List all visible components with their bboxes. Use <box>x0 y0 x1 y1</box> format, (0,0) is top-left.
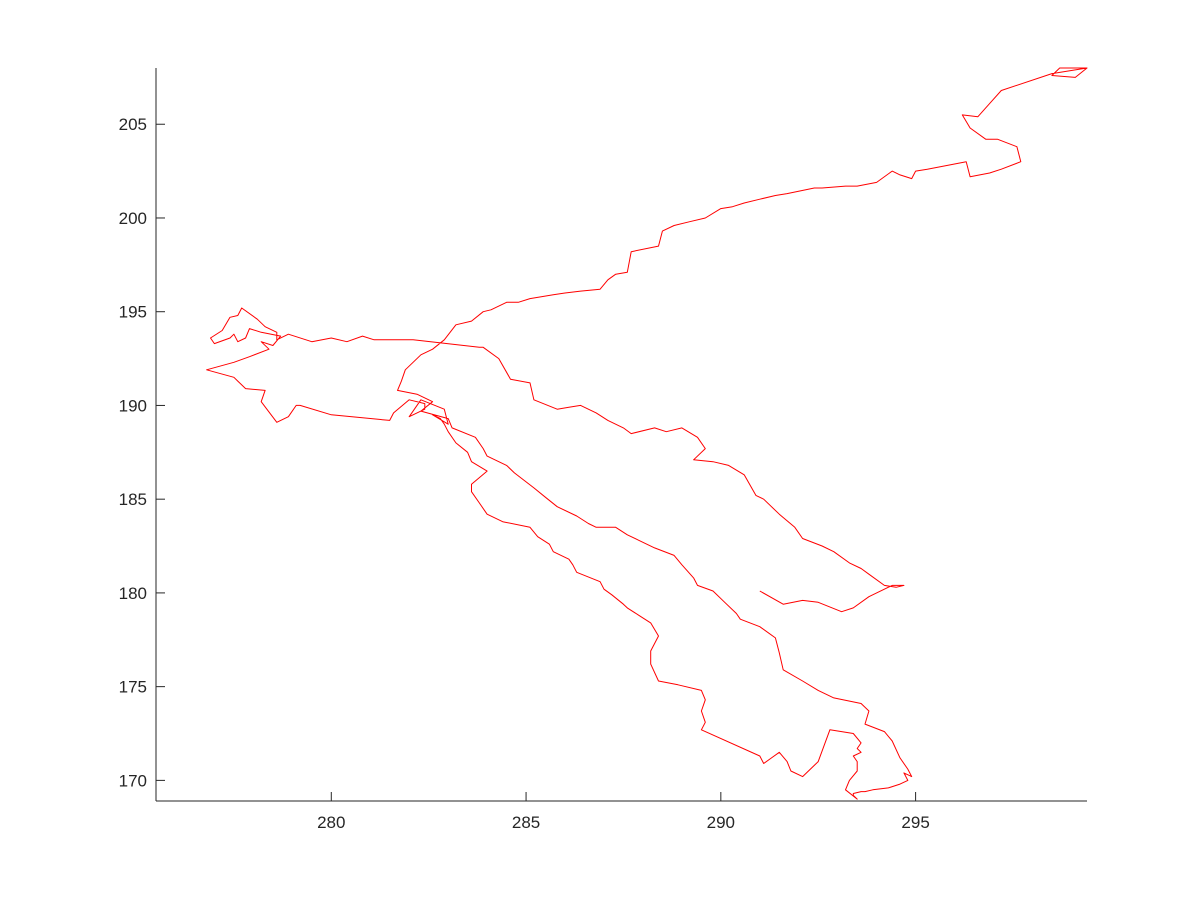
y-tick-label: 190 <box>119 396 147 415</box>
y-tick-label: 170 <box>119 771 147 790</box>
y-tick-label: 205 <box>119 115 147 134</box>
y-tick-label: 180 <box>119 584 147 603</box>
axes: 280 285 290 295 170 175 180 185 190 195 200 205 <box>119 68 1087 832</box>
series-group <box>206 67 1088 800</box>
series-line <box>206 67 1088 800</box>
y-tick-label: 195 <box>119 303 147 322</box>
y-tick-label: 185 <box>119 490 147 509</box>
x-tick-label: 290 <box>707 813 735 832</box>
y-tick-label: 175 <box>119 678 147 697</box>
x-tick-label: 295 <box>901 813 929 832</box>
y-tick-label: 200 <box>119 209 147 228</box>
x-tick-label: 285 <box>512 813 540 832</box>
x-tick-label: 280 <box>317 813 345 832</box>
